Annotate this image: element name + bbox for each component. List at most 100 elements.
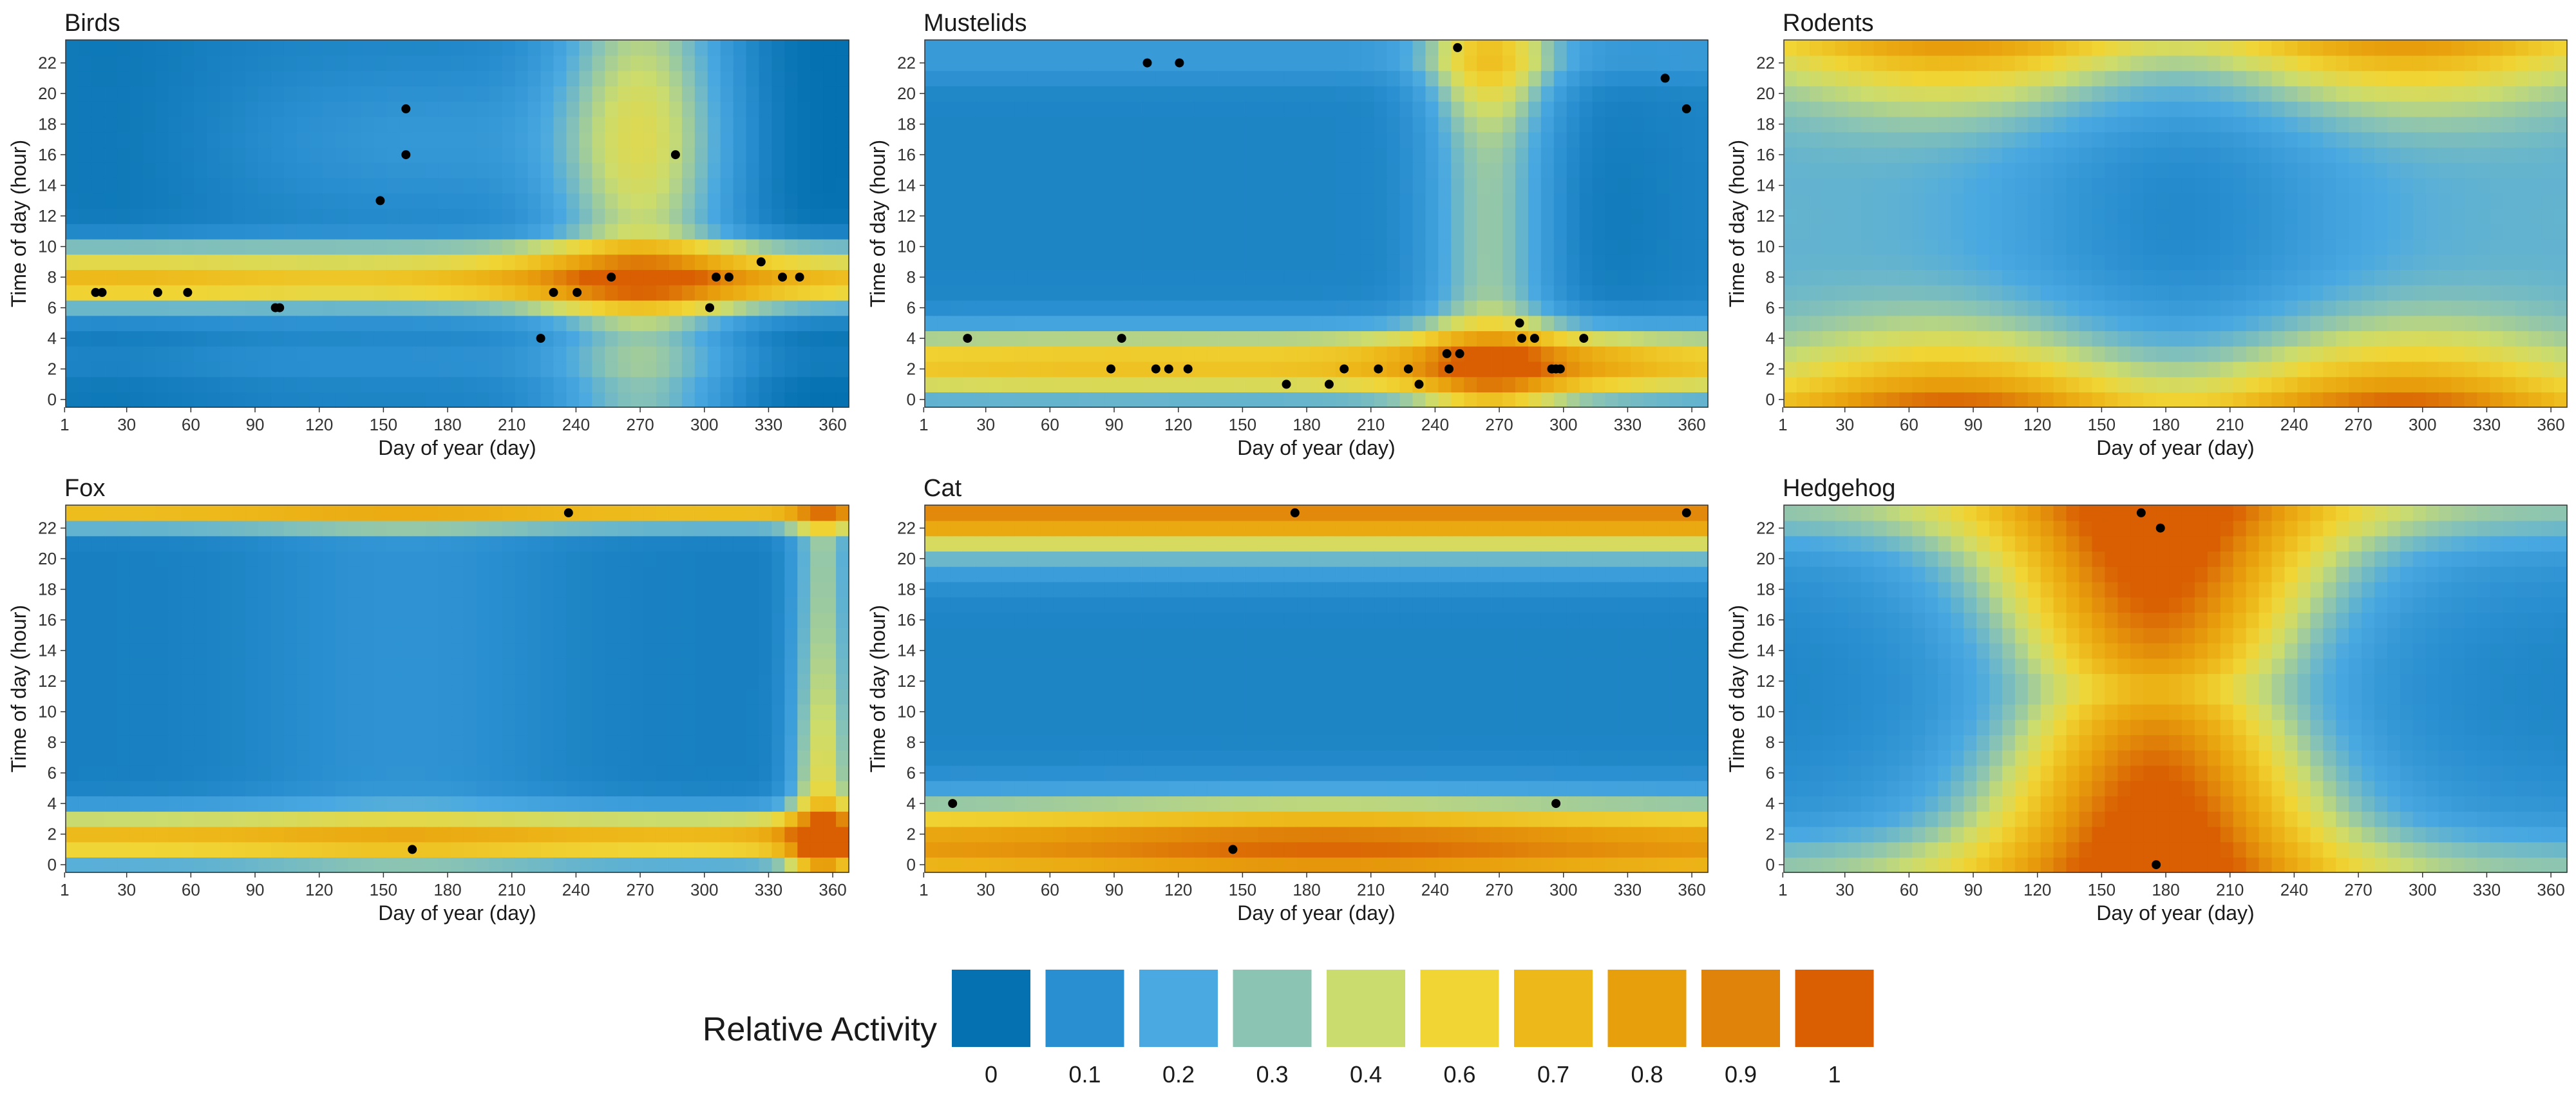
heat-cell — [681, 177, 696, 194]
heat-cell — [1989, 208, 2003, 224]
heat-cell — [1912, 55, 1926, 72]
heat-cell — [2014, 331, 2029, 347]
heat-cell — [2336, 116, 2349, 133]
heat-cell — [1848, 162, 1862, 178]
heat-cell — [1155, 376, 1170, 393]
heat-cell — [2092, 101, 2106, 117]
heat-cell — [168, 193, 182, 209]
heat-cell — [129, 658, 144, 675]
heat-cell — [335, 116, 349, 133]
heat-cell — [451, 269, 464, 285]
heat-cell — [1194, 331, 1208, 347]
heat-cell — [283, 254, 298, 271]
heat-cell — [618, 40, 631, 56]
heat-cell — [2477, 224, 2491, 240]
heat-cell — [2477, 40, 2491, 56]
heat-cell — [2387, 177, 2401, 194]
heat-cell — [1796, 177, 1810, 194]
heat-cell — [181, 269, 195, 285]
heat-cell — [1335, 392, 1349, 408]
heat-cell — [2014, 208, 2029, 224]
heat-cell — [2169, 346, 2183, 362]
heat-cell — [1835, 147, 1849, 163]
heat-cell — [1873, 55, 1888, 72]
heat-cell — [1361, 70, 1375, 87]
heat-cell — [2503, 116, 2517, 133]
heat-cell — [117, 841, 131, 858]
heat-cell — [579, 208, 593, 224]
heat-cell — [618, 331, 631, 347]
heat-cell — [117, 162, 131, 178]
heat-cell — [2220, 177, 2234, 194]
heat-cell — [155, 551, 169, 567]
heat-cell — [348, 285, 362, 301]
heat-cell — [129, 116, 144, 133]
heat-cell — [232, 597, 246, 613]
heat-cell — [245, 765, 259, 782]
heat-cell — [91, 551, 105, 567]
heat-cell — [643, 331, 657, 347]
heat-cell — [733, 40, 747, 56]
heat-cell — [540, 224, 554, 240]
heat-cell — [1618, 208, 1632, 224]
heat-cell — [1502, 40, 1516, 56]
heat-cell — [2246, 361, 2260, 378]
heat-cell — [66, 597, 79, 613]
heat-cell — [348, 177, 362, 194]
heat-cell — [656, 300, 670, 316]
heat-cell — [1001, 40, 1016, 56]
heat-cell — [1682, 376, 1696, 393]
heat-cell — [2220, 315, 2234, 332]
heat-cell — [361, 208, 375, 224]
heat-cell — [258, 841, 272, 858]
heat-cell — [181, 750, 195, 766]
heat-cell — [129, 750, 144, 766]
heat-cell — [1168, 131, 1182, 148]
heat-cell — [322, 315, 336, 332]
heat-cell — [1220, 392, 1234, 408]
heat-cell — [1784, 269, 1797, 285]
heat-cell — [348, 238, 362, 255]
heat-cell — [1412, 86, 1426, 102]
heat-cell — [2541, 269, 2555, 285]
heat-cell — [142, 254, 156, 271]
heat-cell — [1233, 224, 1247, 240]
heat-cell — [1592, 331, 1606, 347]
heat-cell — [1964, 116, 1977, 133]
heat-cell — [117, 208, 131, 224]
heat-cell — [1207, 131, 1221, 148]
heat-cell — [2207, 86, 2221, 102]
heat-cell — [1117, 116, 1131, 133]
heat-cell — [2066, 331, 2080, 347]
heat-cell — [283, 331, 298, 347]
heat-cell — [489, 254, 503, 271]
heat-cell — [258, 505, 272, 521]
heat-cell — [2053, 86, 2067, 102]
heat-cell — [104, 86, 118, 102]
heat-cell — [91, 315, 105, 332]
heat-cell — [2541, 101, 2555, 117]
heat-cell — [2169, 101, 2183, 117]
heat-cell — [1220, 285, 1234, 301]
heat-cell — [2490, 238, 2504, 255]
heat-cell — [579, 224, 593, 240]
heat-cell — [630, 300, 644, 316]
heat-cell — [1220, 361, 1234, 378]
heat-cell — [104, 505, 118, 521]
heat-cell — [1618, 116, 1632, 133]
heat-cell — [643, 147, 657, 163]
heat-cell — [1271, 162, 1285, 178]
heat-cell — [181, 551, 195, 567]
heat-cell — [2412, 269, 2427, 285]
heat-cell — [2464, 131, 2478, 148]
heat-cell — [668, 86, 683, 102]
heat-cell — [66, 238, 79, 255]
heat-cell — [1912, 331, 1926, 347]
heat-cell — [1861, 269, 1875, 285]
heat-cell — [438, 376, 451, 393]
heat-cell — [1233, 208, 1247, 224]
heat-cell — [451, 40, 464, 56]
heat-cell — [2400, 269, 2414, 285]
heat-cell — [1142, 315, 1157, 332]
heat-cell — [451, 376, 464, 393]
